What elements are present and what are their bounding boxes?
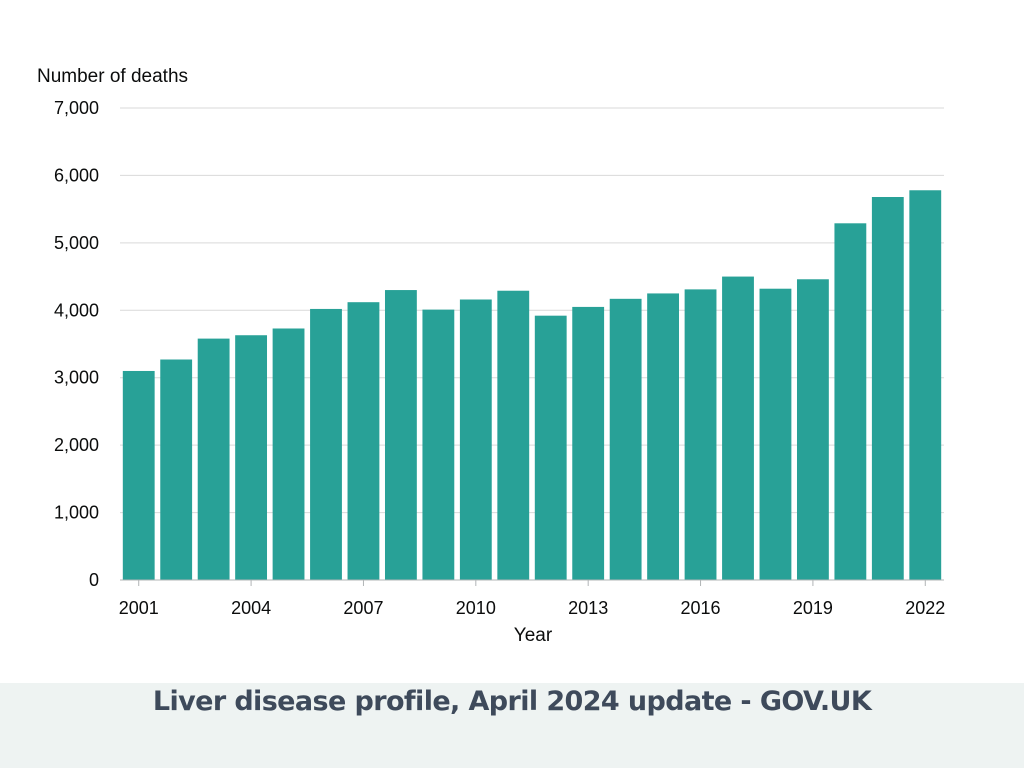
x-tick-label: 2022 (905, 598, 945, 618)
y-tick-label: 3,000 (54, 368, 99, 388)
caption-band: Liver disease profile, April 2024 update… (0, 683, 1024, 768)
bar-2006 (310, 308, 342, 580)
bar-2005 (272, 328, 305, 580)
bar-2008 (384, 290, 417, 580)
caption-text: Liver disease profile, April 2024 update… (152, 686, 872, 717)
y-tick-label: 0 (89, 570, 99, 590)
bar-2016 (684, 289, 717, 580)
x-tick-label: 2001 (119, 598, 159, 618)
bar-2002 (160, 359, 193, 580)
x-tick-label: 2013 (568, 598, 608, 618)
bar-chart: 0 1,000 2,000 3,000 4,000 5,000 6,000 7,000 2001… (37, 66, 945, 646)
x-tick-label: 2007 (343, 598, 383, 618)
axes: 0 1,000 2,000 3,000 4,000 5,000 6,000 7,000 2001… (54, 98, 945, 618)
bar-2010 (459, 299, 492, 580)
bar-2022 (909, 190, 942, 580)
bar-2018 (759, 288, 792, 580)
bar-2021 (871, 197, 904, 580)
y-tick-label: 4,000 (54, 300, 99, 320)
bar-2014 (609, 298, 642, 580)
bar-2003 (197, 338, 230, 580)
chart-svg: 0 1,000 2,000 3,000 4,000 5,000 6,000 7,000 2001… (37, 66, 945, 646)
y-tick-label: 1,000 (54, 503, 99, 523)
x-tick-label: 2010 (456, 598, 496, 618)
bar-2013 (572, 306, 605, 580)
y-tick-label: 6,000 (54, 165, 99, 185)
bar-2012 (534, 315, 567, 580)
y-tick-label: 5,000 (54, 233, 99, 253)
bar-2019 (796, 279, 829, 580)
bar-2007 (347, 302, 380, 580)
bar-2017 (722, 276, 754, 580)
y-tick-label: 2,000 (54, 435, 99, 455)
bar-2004 (235, 335, 268, 580)
x-tick-label: 2019 (793, 598, 833, 618)
x-tick-label: 2004 (231, 598, 271, 618)
bars (122, 190, 942, 580)
y-tick-label: 7,000 (54, 98, 99, 118)
bar-2009 (422, 309, 455, 580)
x-tick-label: 2016 (681, 598, 721, 618)
x-axis-title: Year (514, 625, 553, 646)
bar-2001 (122, 370, 155, 580)
bar-2011 (497, 290, 530, 580)
bar-2020 (834, 223, 867, 580)
y-axis-title: Number of deaths (37, 66, 188, 87)
bar-2015 (647, 293, 680, 580)
